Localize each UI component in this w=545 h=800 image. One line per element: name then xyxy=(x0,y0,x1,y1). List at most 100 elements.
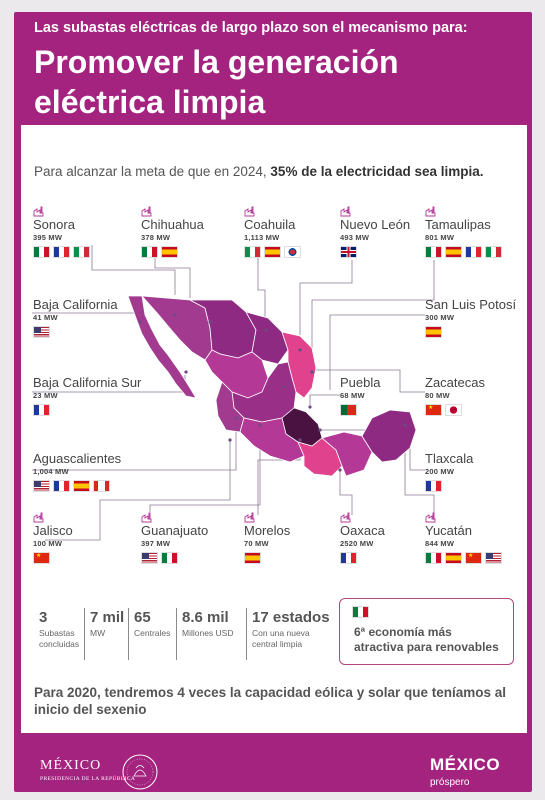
state-mw: 493 MW xyxy=(340,233,370,242)
state-name: Baja California Sur xyxy=(33,375,142,390)
state-flags xyxy=(141,552,208,564)
title-line-1: Promover la generación xyxy=(34,44,399,80)
power-plant-icon xyxy=(340,206,351,217)
flag-spain-icon xyxy=(161,246,178,258)
state-flags xyxy=(244,246,301,258)
nuevo-leon-tamaulipas-shape xyxy=(281,331,317,399)
state-morelos: Morelos 70 MW xyxy=(244,512,290,564)
flag-mexico-icon xyxy=(33,246,50,258)
china-star: ★ xyxy=(36,553,42,559)
state-coahuila: Coahuila 1,113 MW xyxy=(244,206,301,258)
baja-california-shape xyxy=(127,295,197,399)
flag-japan-icon xyxy=(445,404,462,416)
flag-france-icon xyxy=(53,480,70,492)
state-flags xyxy=(425,480,473,492)
flag-france-icon xyxy=(425,480,442,492)
state-puebla: Puebla 68 MW xyxy=(340,364,380,416)
yucatan-shape xyxy=(361,409,417,463)
state-mw: 23 MW xyxy=(33,391,58,400)
stat-millones: 8.6 mil Millones USD xyxy=(176,608,246,660)
state-mw: 70 MW xyxy=(244,539,269,548)
flag-usa-icon xyxy=(33,480,50,492)
flag-uk-icon xyxy=(340,246,357,258)
state-flags xyxy=(141,246,204,258)
state-tamaulipas: Tamaulipas 801 MW xyxy=(425,206,502,258)
flag-china-icon: ★ xyxy=(425,404,442,416)
seal-icon xyxy=(122,754,158,790)
state-flags xyxy=(33,480,121,492)
flag-spain-icon xyxy=(73,480,90,492)
flag-mexico-icon xyxy=(425,552,442,564)
goal-highlight: 35% de la electricidad sea limpia. xyxy=(270,164,484,179)
box-flag xyxy=(352,605,369,623)
state-name: San Luis Potosí xyxy=(425,297,517,312)
state-flags xyxy=(244,552,290,564)
state-zacatecas: Zacatecas 80 MW ★ xyxy=(425,364,485,416)
china-star: ★ xyxy=(428,405,434,411)
flag-france-icon xyxy=(53,246,70,258)
state-mw: 844 MW xyxy=(425,539,455,548)
state-mw: 395 MW xyxy=(33,233,63,242)
flag-spain-icon xyxy=(244,552,261,564)
stat-label: Con una nueva central limpia xyxy=(252,628,310,649)
state-name: Sonora xyxy=(33,217,75,232)
chiapas-tabasco-shape xyxy=(321,431,373,477)
state-mw: 300 MW xyxy=(425,313,455,322)
flag-usa-icon xyxy=(33,326,50,338)
state-flags xyxy=(340,552,385,564)
flag-italy-icon xyxy=(244,246,261,258)
stat-value: 8.6 mil xyxy=(182,609,229,626)
state-oaxaca: Oaxaca 2520 MW xyxy=(340,512,385,564)
flag-france-icon xyxy=(465,246,482,258)
flag-canada-icon xyxy=(93,480,110,492)
usa-canton xyxy=(142,553,149,559)
power-plant-icon xyxy=(425,512,436,523)
footnote: Para 2020, tendremos 4 veces la capacida… xyxy=(34,685,506,717)
state-mw: 378 MW xyxy=(141,233,171,242)
state-name: Morelos xyxy=(244,523,291,538)
state-nuevo-leon: Nuevo León 493 MW xyxy=(340,206,410,258)
state-name: Tlaxcala xyxy=(425,451,474,466)
state-mw: 80 MW xyxy=(425,391,450,400)
state-name: Coahuila xyxy=(244,217,296,232)
box-text: 6ª economía más atractiva para renovable… xyxy=(354,625,499,655)
flag-china-icon: ★ xyxy=(465,552,482,564)
state-name: Jalisco xyxy=(33,523,73,538)
stat-value: 17 estados xyxy=(252,609,330,626)
map-dots xyxy=(138,313,407,472)
flag-mexico-icon xyxy=(352,606,369,618)
flag-spain-icon xyxy=(425,326,442,338)
highlight-box: 6ª economía más atractiva para renovable… xyxy=(339,598,514,665)
oaxaca-shape xyxy=(297,437,343,477)
state-mw: 200 MW xyxy=(425,467,455,476)
state-sonora: Sonora 395 MW xyxy=(33,206,90,258)
state-name: Guanajuato xyxy=(141,523,209,538)
state-mw: 1,004 MW xyxy=(33,467,69,476)
box-line-2: atractiva para renovables xyxy=(354,640,499,654)
footer-left-title: MÉXICO xyxy=(40,758,102,773)
state-flags xyxy=(340,246,410,258)
stat-label: Millones USD xyxy=(182,628,234,638)
flag-spain-icon xyxy=(445,246,462,258)
stat-subastas: 3 Subastas concluidas xyxy=(34,608,85,660)
footer-right-title: MÉXICO xyxy=(430,755,501,774)
flag-france-icon xyxy=(340,552,357,564)
goal-prefix: Para alcanzar la meta de que en 2024, xyxy=(34,164,271,179)
flag-usa-icon xyxy=(141,552,158,564)
power-plant-icon xyxy=(425,206,436,217)
stat-centrales: 65 Centrales xyxy=(128,608,176,660)
stat-value: 65 xyxy=(134,609,151,626)
power-plant-icon xyxy=(141,512,152,523)
stat-value: 7 mil xyxy=(90,609,125,626)
state-mw: 1,113 MW xyxy=(244,233,280,242)
state-name: Chihuahua xyxy=(141,217,204,232)
header: Las subastas eléctricas de largo plazo s… xyxy=(34,20,514,122)
footer-right: MÉXICO próspero xyxy=(430,755,500,788)
flag-spain-icon xyxy=(264,246,281,258)
usa-canton xyxy=(34,327,41,333)
state-name: Yucatán xyxy=(425,523,472,538)
state-flags xyxy=(33,404,141,416)
state-baja-california-sur: Baja California Sur 23 MW xyxy=(33,364,141,416)
footer-left: MÉXICO PRESIDENCIA DE LA REPÚBLICA xyxy=(40,758,135,782)
